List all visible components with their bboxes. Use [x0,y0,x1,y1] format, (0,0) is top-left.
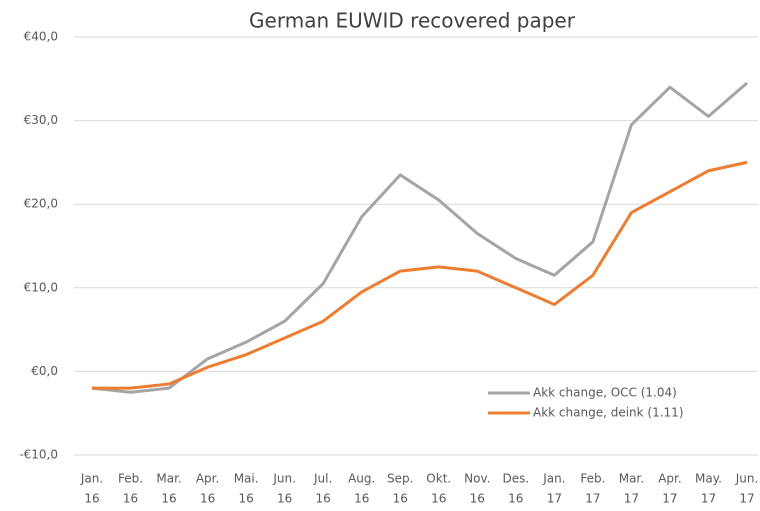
x-tick-label: Jun. [735,472,759,486]
x-tick-label: 16 [238,492,253,506]
x-tick-label: 17 [585,492,600,506]
x-tick-label: 16 [277,492,292,506]
x-tick-label: Apr. [196,472,219,486]
x-tick-label: 17 [624,492,639,506]
legend-label: Akk change, deink (1.11) [533,406,684,420]
chart-title: German EUWID recovered paper [249,9,576,33]
x-tick-label: 16 [354,492,369,506]
x-tick-label: 16 [200,492,215,506]
legend-label: Akk change, OCC (1.04) [533,386,677,400]
x-tick-label: May. [695,472,722,486]
x-tick-label: Feb. [580,472,605,486]
x-tick-label: Mai. [234,472,259,486]
y-tick-label: €20,0 [24,197,58,211]
x-tick-label: 16 [316,492,331,506]
x-tick-label: Mar. [156,472,181,486]
y-tick-label: -€10,0 [19,448,58,462]
x-tick-label: 16 [84,492,99,506]
x-tick-label: Des. [502,472,529,486]
x-tick-label: 16 [470,492,485,506]
y-tick-label: €30,0 [24,113,58,127]
x-tick-label: Sep. [387,472,413,486]
x-tick-label: 17 [662,492,677,506]
x-tick-label: 16 [508,492,523,506]
x-tick-label: 17 [547,492,562,506]
x-tick-label: 17 [739,492,754,506]
x-tick-label: Jun. [272,472,296,486]
x-tick-label: 16 [393,492,408,506]
x-tick-label: Apr. [658,472,681,486]
x-tick-label: Jan. [542,472,565,486]
x-tick-label: Nov. [464,472,490,486]
y-tick-label: €40,0 [24,30,58,44]
x-tick-label: Jan. [80,472,103,486]
y-tick-label: €0,0 [31,364,58,378]
x-tick-label: Okt. [426,472,451,486]
x-tick-label: 17 [701,492,716,506]
line-series [92,160,748,390]
x-tick-label: 16 [161,492,176,506]
x-tick-label: Aug. [348,472,375,486]
line-series [91,81,748,394]
x-tick-label: Feb. [118,472,143,486]
x-tick-label: Jul. [313,472,332,486]
x-tick-label: 16 [123,492,138,506]
x-tick-label: 16 [431,492,446,506]
y-tick-label: €10,0 [24,280,58,294]
x-tick-label: Mar. [619,472,644,486]
